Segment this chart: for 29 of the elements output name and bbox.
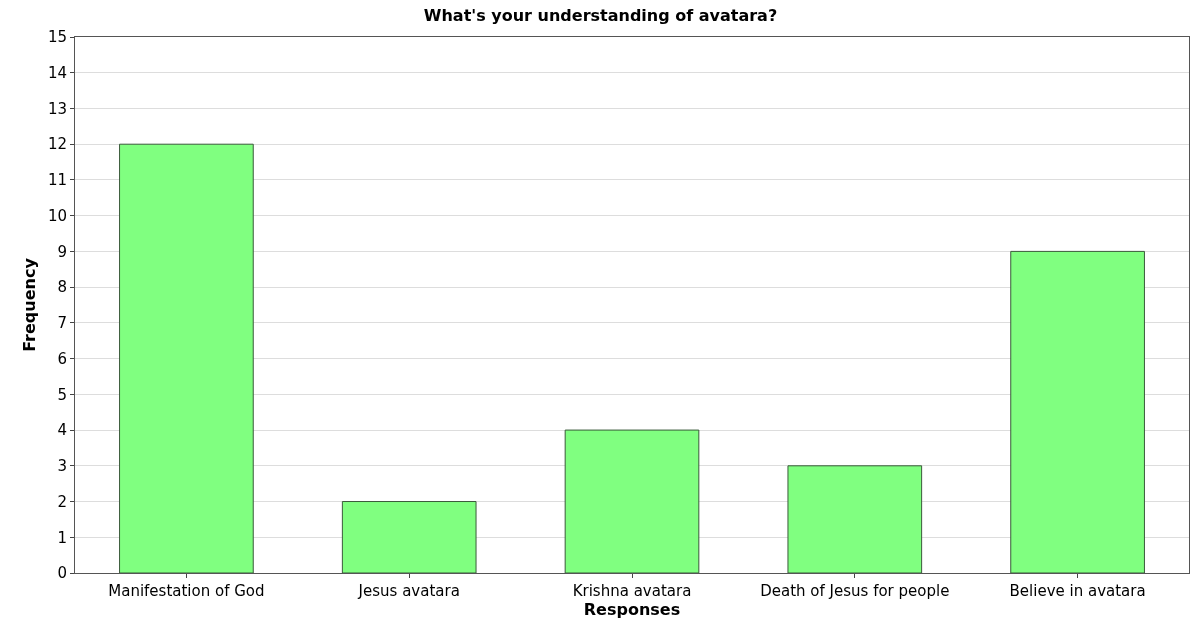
- x-tick-label: Krishna avatara: [572, 582, 692, 600]
- x-tick-label: Believe in avatara: [1009, 582, 1146, 600]
- chart-title: What's your understanding of avatara?: [423, 5, 778, 25]
- y-tick-label: 4: [57, 421, 67, 440]
- bar: [1010, 250, 1145, 573]
- y-tick-label: 2: [57, 492, 67, 511]
- bar: [564, 429, 700, 573]
- x-tick-label: Jesus avatara: [357, 582, 460, 600]
- y-tick-label: 9: [57, 242, 67, 261]
- bar: [119, 143, 254, 573]
- y-tick-label: 13: [47, 99, 67, 118]
- y-tick-label: 0: [57, 564, 67, 583]
- bar: [341, 501, 477, 573]
- y-tick-label: 5: [57, 385, 67, 404]
- y-tick-label: 7: [57, 314, 67, 333]
- y-tick-label: 12: [47, 135, 67, 154]
- x-axis-title: Responses: [583, 600, 681, 619]
- y-tick-label: 14: [47, 63, 67, 82]
- x-tick-label: Manifestation of God: [108, 582, 265, 600]
- y-tick-label: 1: [57, 528, 67, 547]
- y-tick-label: 10: [47, 206, 67, 225]
- bar: [787, 465, 923, 573]
- y-tick-label: 11: [47, 171, 67, 190]
- x-tick-label: Death of Jesus for people: [760, 582, 950, 600]
- y-tick-label: 3: [57, 457, 67, 476]
- y-tick-label: 8: [57, 278, 67, 297]
- y-axis-title: Frequency: [19, 257, 39, 352]
- y-tick-label: 6: [57, 349, 67, 368]
- y-tick-label: 15: [47, 28, 67, 47]
